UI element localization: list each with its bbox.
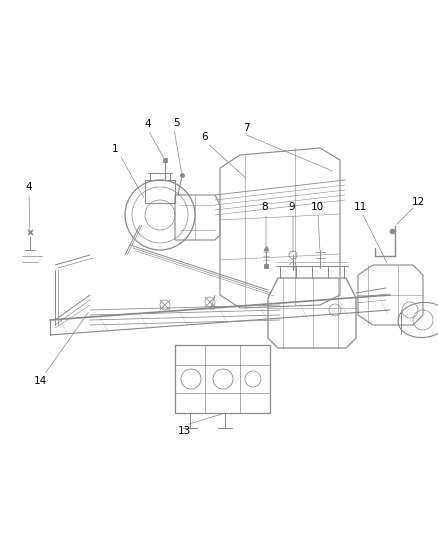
Text: 4: 4 (26, 182, 32, 192)
Text: 13: 13 (177, 426, 191, 436)
Text: 6: 6 (201, 132, 208, 142)
Text: 4: 4 (145, 119, 151, 129)
Text: 14: 14 (33, 376, 46, 386)
Text: 1: 1 (112, 144, 118, 154)
Text: 8: 8 (261, 202, 268, 212)
Text: 10: 10 (311, 202, 324, 212)
Text: 9: 9 (289, 202, 295, 212)
Text: 11: 11 (353, 202, 367, 212)
Text: 7: 7 (243, 123, 249, 133)
Text: 12: 12 (411, 197, 424, 207)
Text: 5: 5 (173, 118, 179, 128)
